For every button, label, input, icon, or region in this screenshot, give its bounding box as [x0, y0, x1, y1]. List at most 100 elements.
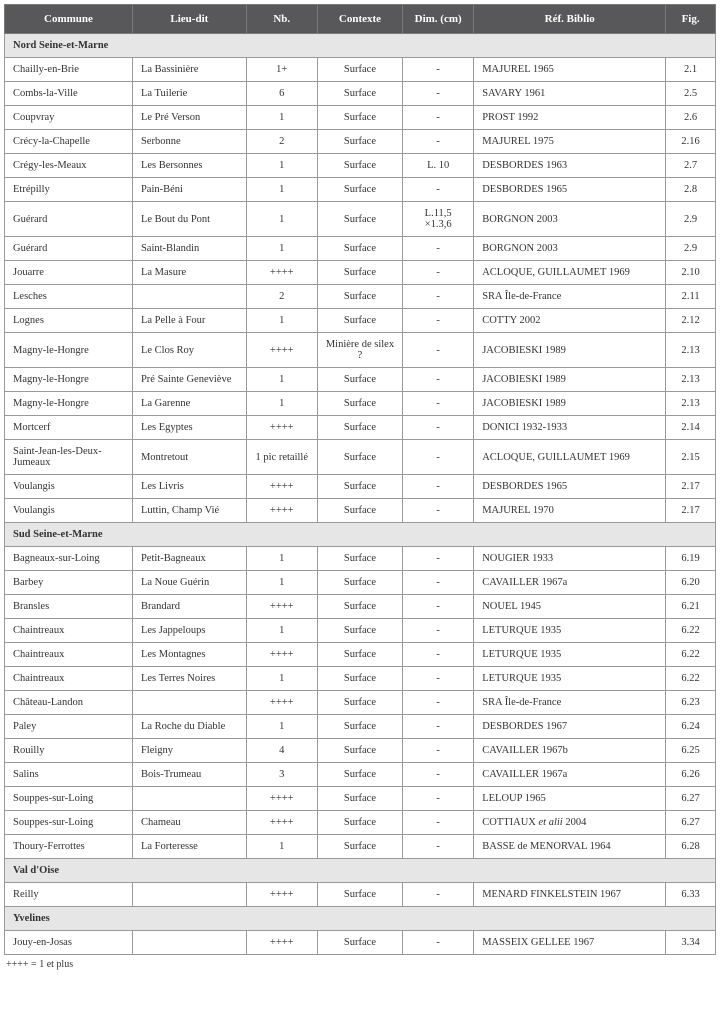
cell-dim: - — [403, 931, 474, 955]
cell-contexte: Surface — [317, 261, 402, 285]
cell-dim: - — [403, 333, 474, 368]
cell-lieu: Les Livris — [132, 475, 246, 499]
cell-contexte: Surface — [317, 715, 402, 739]
cell-fig: 6.28 — [666, 835, 716, 859]
cell-nb: ++++ — [246, 499, 317, 523]
cell-commune: Souppes-sur-Loing — [5, 811, 133, 835]
cell-lieu: Les Terres Noires — [132, 667, 246, 691]
cell-lieu: La Masure — [132, 261, 246, 285]
cell-commune: Guérard — [5, 202, 133, 237]
cell-lieu: Montretout — [132, 440, 246, 475]
cell-nb: 1 — [246, 154, 317, 178]
cell-fig: 2.1 — [666, 58, 716, 82]
cell-ref: PROST 1992 — [474, 106, 666, 130]
cell-fig: 6.25 — [666, 739, 716, 763]
cell-dim: - — [403, 178, 474, 202]
cell-fig: 2.13 — [666, 392, 716, 416]
table-body: Nord Seine-et-MarneChailly-en-BrieLa Bas… — [5, 34, 716, 955]
cell-commune: Chailly-en-Brie — [5, 58, 133, 82]
cell-nb: 1 — [246, 835, 317, 859]
table-row: ChaintreauxLes Montagnes++++Surface-LETU… — [5, 643, 716, 667]
cell-nb: ++++ — [246, 691, 317, 715]
cell-lieu: La Noue Guérin — [132, 571, 246, 595]
table-row: Magny-le-HongrePré Sainte Geneviève1Surf… — [5, 368, 716, 392]
cell-contexte: Surface — [317, 499, 402, 523]
cell-commune: Combs-la-Ville — [5, 82, 133, 106]
cell-lieu: La Garenne — [132, 392, 246, 416]
cell-ref: MAJUREL 1970 — [474, 499, 666, 523]
cell-lieu — [132, 787, 246, 811]
cell-lieu: Le Bout du Pont — [132, 202, 246, 237]
cell-lieu: La Pelle à Four — [132, 309, 246, 333]
cell-contexte: Surface — [317, 130, 402, 154]
cell-lieu: Saint-Blandin — [132, 237, 246, 261]
cell-ref: LETURQUE 1935 — [474, 643, 666, 667]
cell-contexte: Surface — [317, 835, 402, 859]
cell-fig: 6.26 — [666, 763, 716, 787]
cell-dim: L.11,5 ×1.3,6 — [403, 202, 474, 237]
cell-contexte: Surface — [317, 547, 402, 571]
section-row: Nord Seine-et-Marne — [5, 34, 716, 58]
cell-dim: - — [403, 739, 474, 763]
cell-commune: Rouilly — [5, 739, 133, 763]
cell-commune: Crécy-la-Chapelle — [5, 130, 133, 154]
data-table: Commune Lieu-dit Nb. Contexte Dim. (cm) … — [4, 4, 716, 955]
cell-ref: BORGNON 2003 — [474, 237, 666, 261]
cell-nb: ++++ — [246, 883, 317, 907]
cell-lieu: La Tuilerie — [132, 82, 246, 106]
cell-commune: Paley — [5, 715, 133, 739]
cell-nb: ++++ — [246, 475, 317, 499]
cell-commune: Souppes-sur-Loing — [5, 787, 133, 811]
cell-ref: LETURQUE 1935 — [474, 619, 666, 643]
section-title: Nord Seine-et-Marne — [5, 34, 716, 58]
cell-dim: - — [403, 368, 474, 392]
cell-contexte: Surface — [317, 368, 402, 392]
cell-commune: Chaintreaux — [5, 667, 133, 691]
cell-lieu: Le Clos Roy — [132, 333, 246, 368]
cell-contexte: Surface — [317, 416, 402, 440]
cell-commune: Lognes — [5, 309, 133, 333]
cell-fig: 6.20 — [666, 571, 716, 595]
cell-lieu: Pain-Béni — [132, 178, 246, 202]
cell-nb: 1 — [246, 571, 317, 595]
cell-ref: SAVARY 1961 — [474, 82, 666, 106]
table-row: Crégy-les-MeauxLes Bersonnes1SurfaceL. 1… — [5, 154, 716, 178]
footnote: ++++ = 1 et plus — [4, 955, 716, 974]
cell-dim: - — [403, 643, 474, 667]
cell-dim: - — [403, 82, 474, 106]
cell-commune: Voulangis — [5, 499, 133, 523]
cell-commune: Reilly — [5, 883, 133, 907]
section-row: Sud Seine-et-Marne — [5, 523, 716, 547]
cell-contexte: Minière de silex ? — [317, 333, 402, 368]
table-row: ChaintreauxLes Jappeloups1Surface-LETURQ… — [5, 619, 716, 643]
cell-ref: SRA Île-de-France — [474, 691, 666, 715]
cell-nb: 1 — [246, 619, 317, 643]
cell-commune: Guérard — [5, 237, 133, 261]
table-row: CoupvrayLe Pré Verson1Surface-PROST 1992… — [5, 106, 716, 130]
cell-commune: Jouy-en-Josas — [5, 931, 133, 955]
table-row: LognesLa Pelle à Four1Surface-COTTY 2002… — [5, 309, 716, 333]
cell-dim: - — [403, 309, 474, 333]
cell-contexte: Surface — [317, 285, 402, 309]
cell-fig: 2.15 — [666, 440, 716, 475]
cell-contexte: Surface — [317, 106, 402, 130]
cell-lieu: Bois-Trumeau — [132, 763, 246, 787]
cell-dim: - — [403, 475, 474, 499]
cell-nb: 1 — [246, 178, 317, 202]
cell-ref: BASSE de MENORVAL 1964 — [474, 835, 666, 859]
cell-lieu: Pré Sainte Geneviève — [132, 368, 246, 392]
table-row: GuérardSaint-Blandin1Surface-BORGNON 200… — [5, 237, 716, 261]
cell-fig: 2.9 — [666, 237, 716, 261]
table-row: GuérardLe Bout du Pont1SurfaceL.11,5 ×1.… — [5, 202, 716, 237]
cell-ref: MAJUREL 1965 — [474, 58, 666, 82]
cell-lieu — [132, 691, 246, 715]
cell-dim: - — [403, 440, 474, 475]
cell-nb: 1 — [246, 237, 317, 261]
cell-nb: ++++ — [246, 261, 317, 285]
cell-nb: 2 — [246, 285, 317, 309]
cell-ref: ACLOQUE, GUILLAUMET 1969 — [474, 261, 666, 285]
cell-contexte: Surface — [317, 787, 402, 811]
cell-contexte: Surface — [317, 931, 402, 955]
cell-ref: MAJUREL 1975 — [474, 130, 666, 154]
cell-lieu — [132, 931, 246, 955]
